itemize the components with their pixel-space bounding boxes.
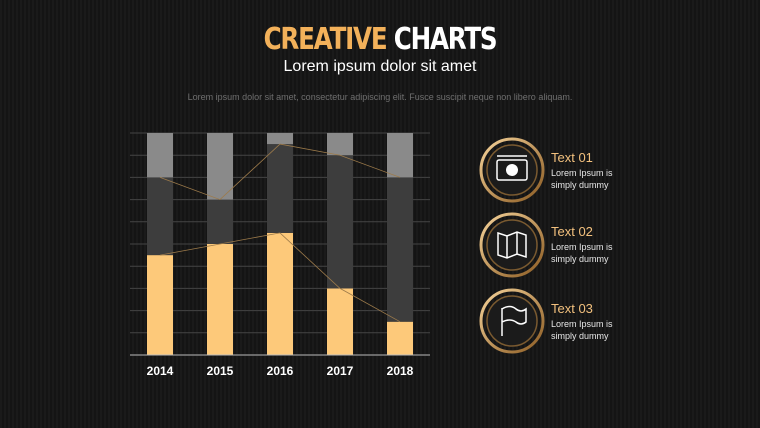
bar-segment (267, 133, 293, 145)
bar-segment (267, 144, 293, 233)
bar-segment (147, 133, 173, 178)
item-title: Text 03 (551, 301, 593, 316)
trend-line (159, 232, 401, 323)
title: CREATIVE CHARTS (68, 22, 691, 57)
item-text: Lorem Ipsum is simply dummy (551, 319, 613, 341)
bar-segment (267, 232, 293, 355)
title-main: CHARTS (393, 22, 498, 57)
bar-segment (387, 321, 413, 355)
item-title: Text 02 (551, 224, 593, 239)
bar-segment (147, 255, 173, 355)
title-accent: CREATIVE (263, 22, 388, 57)
bar-segment (207, 199, 233, 244)
bar-segment (387, 177, 413, 322)
icon-2 (479, 212, 545, 278)
bar-segment (327, 288, 353, 355)
bar-segment (207, 133, 233, 200)
bar-segment (327, 155, 353, 289)
x-tick-label: 2014 (147, 364, 174, 378)
item-text: Lorem Ipsum is simply dummy (551, 168, 613, 190)
x-tick-label: 2015 (207, 364, 234, 378)
icon-3 (479, 288, 545, 354)
x-tick-label: 2016 (267, 364, 294, 378)
trend-line (159, 143, 401, 201)
icon-1 (479, 137, 545, 203)
bar-segment (327, 133, 353, 156)
x-tick-label: 2017 (327, 364, 354, 378)
bar-segment (207, 244, 233, 355)
bar-segment (147, 177, 173, 256)
item-text: Lorem Ipsum is simply dummy (551, 242, 613, 264)
item-title: Text 01 (551, 150, 593, 165)
description: Lorem ipsum dolor sit amet, consectetur … (187, 92, 573, 102)
x-tick-label: 2018 (387, 364, 414, 378)
subtitle: Lorem ipsum dolor sit amet (283, 58, 477, 75)
bar-segment (387, 133, 413, 178)
